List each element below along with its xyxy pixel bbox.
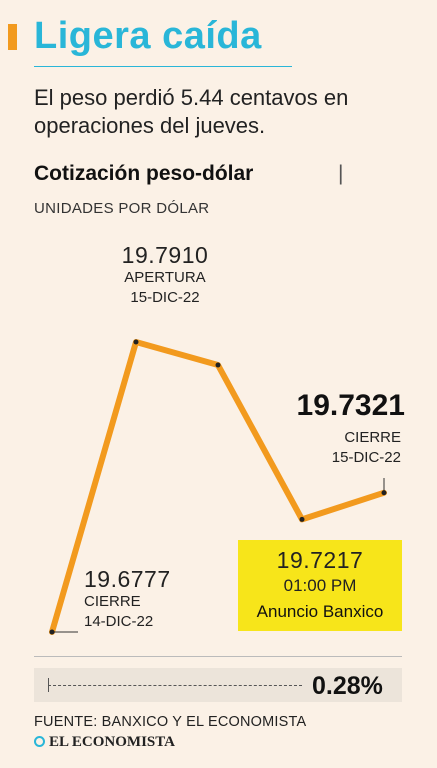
chart-title: Cotización peso-dólar xyxy=(34,162,254,185)
chart-title-separator: | xyxy=(338,162,344,185)
data-point-4 xyxy=(381,490,387,496)
annotation-cierre-14: 19.6777 CIERRE 14-DIC-22 xyxy=(78,566,198,632)
label-apertura: APERTURA xyxy=(124,269,206,286)
data-point-3 xyxy=(299,516,305,522)
logo-mark-icon xyxy=(34,736,45,747)
data-point-2 xyxy=(215,362,221,368)
label-cierre-15: CIERRE xyxy=(344,429,401,446)
time-label-banxico: 01:00 PM xyxy=(283,576,357,595)
date-cierre-14: 14-DIC-22 xyxy=(84,613,154,630)
value-label-apertura: 19.7910 xyxy=(121,242,209,268)
title-underline xyxy=(34,66,292,67)
divider xyxy=(34,656,402,657)
annotation-cierre-15: 19.7321 CIERRE 15-DIC-22 xyxy=(255,390,405,468)
value-label-cierre-15: 19.7321 xyxy=(296,389,405,422)
annotation-apertura: 19.7910 APERTURA 15-DIC-22 xyxy=(100,242,230,308)
source-note: FUENTE: BANXICO Y EL ECONOMISTA xyxy=(34,714,307,730)
banxico-callout: 19.7217 01:00 PM Anuncio Banxico xyxy=(238,540,402,631)
data-point-1 xyxy=(133,339,139,345)
title-accent-bar xyxy=(8,24,17,50)
publisher-logo: EL ECONOMISTA xyxy=(34,734,175,751)
page-title: Ligera caída xyxy=(34,15,262,57)
value-label-banxico: 19.7217 xyxy=(276,547,364,573)
data-point-0 xyxy=(49,629,55,635)
date-apertura: 15-DIC-22 xyxy=(130,289,200,306)
subtitle: El peso perdió 5.44 centavos en operacio… xyxy=(34,85,349,138)
note-banxico: Anuncio Banxico xyxy=(256,602,384,621)
change-percent: 0.28% xyxy=(312,672,383,700)
logo-text: EL ECONOMISTA xyxy=(49,734,175,750)
chart-units: UNIDADES POR DÓLAR xyxy=(34,200,210,217)
change-bar-dash xyxy=(48,685,302,686)
date-cierre-15: 15-DIC-22 xyxy=(331,449,401,466)
value-label-cierre-14: 19.6777 xyxy=(84,566,171,592)
label-cierre-14: CIERRE xyxy=(84,593,141,610)
